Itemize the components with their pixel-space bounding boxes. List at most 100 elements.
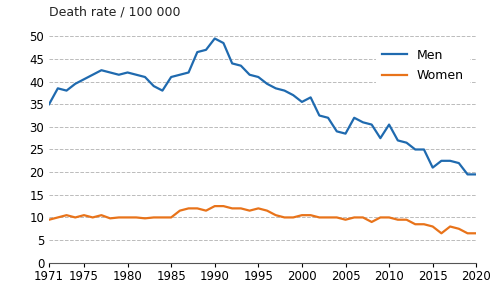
Women (151, 216, 157, 219)
Women (447, 225, 453, 228)
Legend: Men, Women: Men, Women (376, 43, 470, 88)
Women (142, 217, 148, 220)
Women (290, 216, 296, 219)
Men (46, 102, 52, 106)
Men (421, 148, 427, 151)
Men (360, 120, 366, 124)
Women (438, 231, 444, 235)
Women (177, 209, 183, 213)
Men (203, 48, 209, 52)
Women (264, 209, 270, 213)
Women (299, 213, 305, 217)
Women (421, 222, 427, 226)
Women (386, 216, 392, 219)
Women (168, 216, 174, 219)
Men (116, 73, 122, 77)
Women (64, 213, 70, 217)
Men (473, 173, 479, 176)
Men (212, 37, 218, 40)
Men (464, 173, 470, 176)
Men (404, 141, 409, 145)
Women (273, 213, 279, 217)
Women (456, 227, 462, 231)
Men (290, 93, 296, 97)
Women (203, 209, 209, 213)
Women (212, 204, 218, 208)
Women (220, 204, 226, 208)
Men (447, 159, 453, 162)
Women (125, 216, 131, 219)
Women (334, 216, 340, 219)
Men (281, 89, 287, 92)
Women (134, 216, 139, 219)
Women (351, 216, 357, 219)
Women (116, 216, 122, 219)
Women (412, 222, 418, 226)
Men (160, 89, 165, 92)
Men (220, 41, 226, 45)
Men (316, 114, 322, 117)
Line: Women: Women (49, 206, 476, 233)
Women (473, 231, 479, 235)
Women (194, 207, 200, 210)
Women (404, 218, 409, 222)
Men (194, 50, 200, 54)
Women (325, 216, 331, 219)
Women (46, 218, 52, 222)
Women (246, 209, 252, 213)
Men (378, 137, 383, 140)
Men (325, 116, 331, 120)
Women (99, 213, 105, 217)
Men (386, 123, 392, 126)
Men (299, 100, 305, 104)
Men (255, 75, 261, 79)
Text: Death rate / 100 000: Death rate / 100 000 (49, 5, 181, 18)
Women (464, 231, 470, 235)
Men (343, 132, 349, 135)
Men (430, 166, 436, 169)
Women (395, 218, 401, 222)
Women (238, 207, 244, 210)
Men (72, 82, 78, 86)
Women (90, 216, 96, 219)
Men (246, 73, 252, 77)
Men (412, 148, 418, 151)
Men (81, 78, 87, 81)
Women (378, 216, 383, 219)
Men (99, 69, 105, 72)
Men (90, 73, 96, 77)
Men (186, 71, 191, 74)
Women (107, 217, 113, 220)
Men (168, 75, 174, 79)
Women (308, 213, 314, 217)
Men (351, 116, 357, 120)
Men (369, 123, 375, 126)
Men (64, 89, 70, 92)
Women (55, 216, 61, 219)
Men (273, 86, 279, 90)
Men (456, 161, 462, 165)
Women (343, 218, 349, 222)
Men (142, 75, 148, 79)
Men (395, 139, 401, 142)
Men (177, 73, 183, 77)
Women (255, 207, 261, 210)
Women (160, 216, 165, 219)
Women (229, 207, 235, 210)
Men (308, 95, 314, 99)
Women (72, 216, 78, 219)
Line: Men: Men (49, 38, 476, 175)
Men (334, 130, 340, 133)
Women (369, 220, 375, 224)
Women (430, 225, 436, 228)
Women (281, 216, 287, 219)
Men (151, 84, 157, 88)
Women (81, 213, 87, 217)
Men (55, 86, 61, 90)
Men (125, 71, 131, 74)
Women (186, 207, 191, 210)
Men (107, 71, 113, 74)
Women (360, 216, 366, 219)
Men (134, 73, 139, 77)
Men (238, 64, 244, 68)
